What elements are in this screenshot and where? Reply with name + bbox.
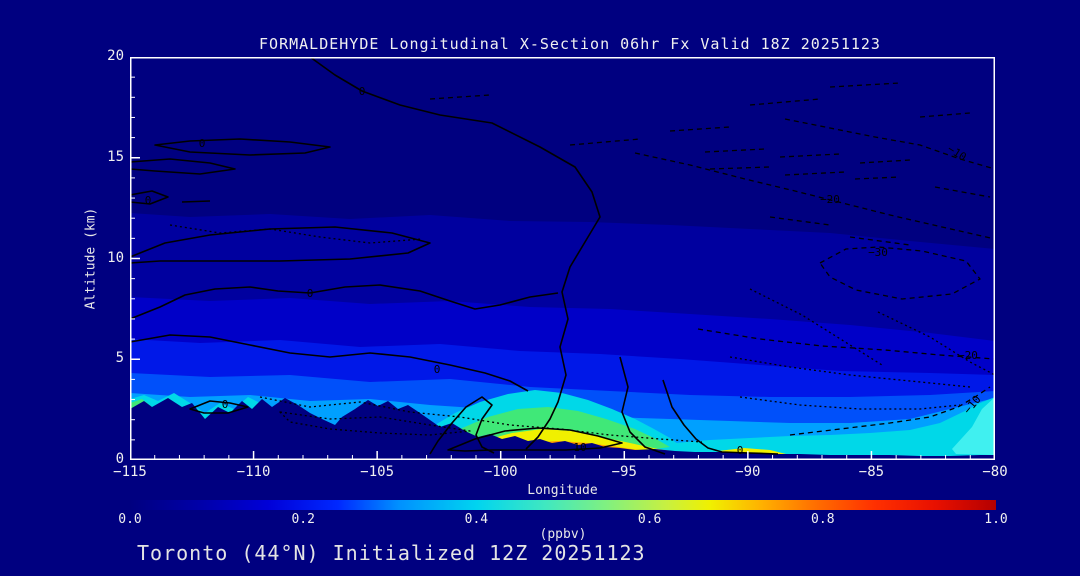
x-tick-label: −110 <box>236 464 271 480</box>
y-tick-label: 0 <box>115 451 124 467</box>
dotted-right-diagonal-a <box>877 311 995 376</box>
terrain-silhouette <box>130 398 995 460</box>
dotted-right-lower-a <box>729 356 971 388</box>
contour-0-plume-left <box>429 396 495 455</box>
contour-0-right-of-plume-b <box>662 379 779 455</box>
plot-border <box>130 57 995 460</box>
contour-0-long-wave <box>130 284 559 320</box>
contour-label: 0 <box>145 194 152 207</box>
contour-label: 10 <box>573 441 586 454</box>
y-axis-tick-labels: 0 5 10 15 20 <box>60 48 126 467</box>
x-axis-title: Longitude <box>527 483 598 498</box>
colorbar-gradient <box>130 500 996 510</box>
x-axis-tick-labels: −115 −110 −105 −100 −95 −90 −85 −80 <box>113 464 1008 482</box>
x-tick-label: −105 <box>360 464 394 480</box>
x-tick-label: −90 <box>735 464 761 480</box>
contour-label: 0 <box>307 287 314 300</box>
dotted-midleft-upper <box>169 224 423 244</box>
plot-area: 0 0 0 0 0 0 0 10 −10 −20 −30 −20 −10 <box>130 57 995 460</box>
colorbar-units-label: (ppbv) <box>539 527 587 542</box>
contour-label: −20 <box>820 193 840 206</box>
colorbar-tick-label: 0.0 <box>118 512 142 527</box>
contour-0-lens-b <box>130 158 236 175</box>
y-tick-label: 20 <box>107 48 124 64</box>
y-tick-label: 5 <box>115 350 124 367</box>
colorbar-tick-label: 1.0 <box>984 512 1008 527</box>
contour-label: −30 <box>868 246 888 259</box>
contour-neg10-upper <box>784 118 995 170</box>
contour-label: −20 <box>958 349 978 362</box>
contour-0-lens-a <box>154 138 331 156</box>
contour-0-small-loop <box>130 190 169 205</box>
x-tick-label: −80 <box>982 464 1008 480</box>
colorbar-tick-label: 0.4 <box>464 512 489 527</box>
contour-0-right-of-plume-a <box>619 356 666 455</box>
surface-cyan-right-band <box>675 397 995 460</box>
colorbar-tick-label: 0.2 <box>291 512 315 527</box>
contour-0-descending <box>309 57 601 450</box>
contours-dashed <box>429 82 995 436</box>
contour-label: 0 <box>434 363 441 376</box>
x-tick-label: −115 <box>113 464 147 480</box>
contour-neg20-upper <box>634 152 995 240</box>
footer-run-info: Toronto (44°N) Initialized 12Z 20251123 <box>137 541 646 565</box>
contours-dotted <box>169 224 995 443</box>
colorbar-tick-label: 0.6 <box>637 512 662 527</box>
dotted-surface-wave <box>259 396 703 443</box>
dotted-right-diagonal-b <box>749 288 883 366</box>
y-tick-label: 10 <box>107 249 124 266</box>
contour-0-lower-wave <box>130 334 529 392</box>
dash-fragments <box>429 82 991 246</box>
colorbar-tick-labels: 0.0 0.2 0.4 0.6 0.8 1.0 <box>118 512 1007 528</box>
contour-label: 0 <box>199 137 206 150</box>
dotted-right-lower-b <box>739 396 961 410</box>
contours-solid <box>130 57 779 455</box>
contour-neg20-lower <box>697 328 995 360</box>
chart-title: FORMALDEHYDE Longitudinal X-Section 06hr… <box>259 35 881 53</box>
colorbar-tick-label: 0.8 <box>811 512 835 527</box>
contour-10-plume-loop <box>447 427 623 452</box>
y-tick-label: 15 <box>107 148 124 165</box>
contour-neg10-surface <box>789 386 991 436</box>
contour-label: 0 <box>359 85 366 98</box>
dotted-surface-loop <box>279 411 471 436</box>
contour-neg30-loop <box>819 246 981 300</box>
contour-0-midleft-wavy <box>130 226 431 264</box>
contour-label: 0 <box>737 444 744 457</box>
bright-cyan-right-edge <box>952 397 995 455</box>
contour-0-surface-left-loop <box>189 400 249 414</box>
contour-0-tick-mark <box>181 200 211 203</box>
x-tick-label: −95 <box>611 464 637 480</box>
contour-label: 0 <box>222 398 229 411</box>
x-tick-label: −100 <box>483 464 518 480</box>
x-tick-label: −85 <box>858 464 885 480</box>
